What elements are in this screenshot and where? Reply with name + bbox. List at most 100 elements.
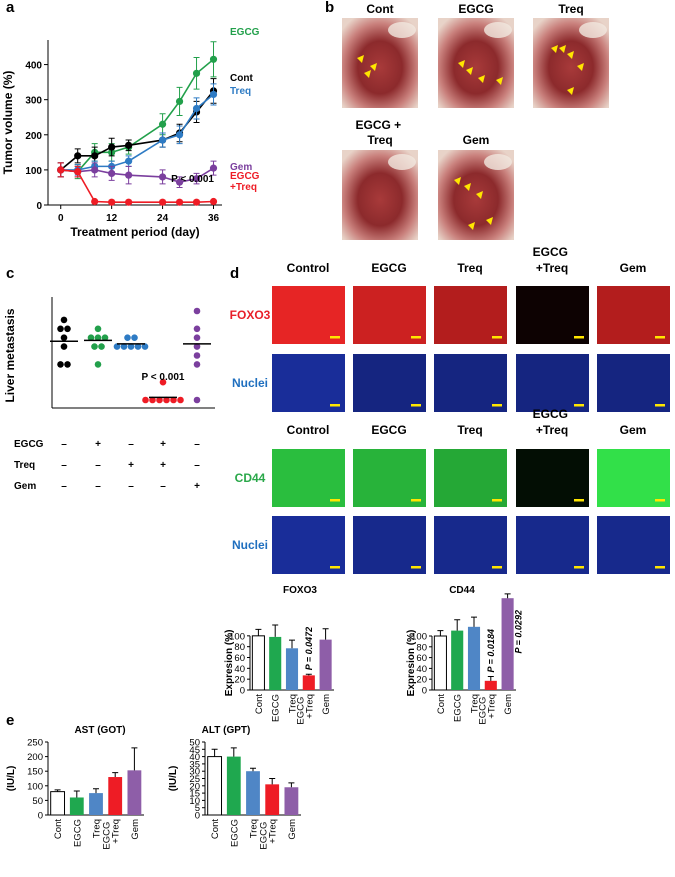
bar — [69, 797, 84, 815]
arrowhead — [559, 45, 566, 53]
data-point — [131, 334, 138, 342]
micrograph-signal — [434, 286, 507, 344]
scale-bar — [492, 566, 502, 569]
micrograph-signal — [272, 286, 345, 344]
data-point — [159, 378, 167, 386]
treatment-label: EGCG — [14, 439, 44, 450]
x-tick-label: EGCG +Treq — [477, 694, 497, 725]
column-label: Treq — [457, 423, 482, 437]
micrograph-signal — [353, 286, 426, 344]
bar — [265, 784, 280, 815]
bar — [127, 770, 142, 815]
error-bar — [230, 747, 237, 757]
arrowhead — [567, 87, 574, 95]
data-point — [94, 361, 102, 368]
micrograph-signal — [516, 516, 589, 574]
panel-letter: d — [230, 265, 239, 282]
series-line — [60, 58, 215, 173]
treatment-sign: + — [95, 439, 101, 450]
data-point — [64, 325, 71, 333]
data-point — [192, 198, 201, 206]
chart-title: AST (GOT) — [74, 725, 125, 736]
data-point — [87, 334, 95, 342]
y-tick-label: 20 — [416, 675, 427, 686]
data-point — [175, 198, 184, 206]
series-label: Treq — [230, 86, 251, 97]
y-axis-label: (IU/L) — [168, 766, 179, 792]
x-tick-label: 12 — [106, 213, 118, 224]
scale-bar — [574, 566, 584, 569]
arrowhead — [496, 77, 503, 85]
arrowhead — [551, 45, 558, 53]
error-bar — [454, 619, 461, 631]
y-tick-label: 20 — [234, 675, 245, 686]
column-label: Control — [287, 261, 330, 275]
x-tick-label: EGCG — [72, 819, 83, 847]
x-tick-label: Treq — [249, 819, 260, 838]
arrowhead — [476, 191, 483, 199]
scale-bar — [492, 404, 502, 407]
y-tick-label: 10 — [189, 796, 200, 807]
row-label: FOXO3 — [230, 308, 271, 322]
bar — [501, 598, 514, 690]
treatment-label: Treq — [14, 460, 35, 471]
x-tick-label: Cont — [210, 819, 221, 839]
error-bar — [487, 676, 494, 681]
bar — [108, 777, 123, 815]
data-point — [108, 198, 116, 206]
y-tick-label: 60 — [234, 653, 245, 664]
bar — [451, 630, 464, 690]
error-bar — [73, 790, 80, 798]
y-tick-label: 100 — [229, 631, 245, 642]
x-tick-label: EGCG — [453, 694, 464, 722]
x-tick-label: Gem — [503, 694, 514, 715]
error-bar — [288, 782, 295, 788]
data-point — [175, 178, 184, 186]
treatment-sign: – — [194, 439, 200, 450]
series-label: EGCG — [230, 27, 260, 38]
column-label: EGCG — [371, 261, 406, 275]
series-line — [60, 90, 215, 171]
y-axis-label: (IU/L) — [6, 766, 17, 792]
y-axis-label: Liver metastasis — [3, 308, 17, 402]
data-point — [149, 396, 156, 404]
treatment-sign: – — [160, 481, 166, 492]
error-bar — [255, 628, 262, 636]
data-point — [91, 166, 99, 174]
column-label: Gem — [620, 261, 647, 275]
x-tick-label: Cont — [53, 819, 64, 839]
data-point — [125, 171, 133, 179]
data-point — [74, 152, 82, 160]
data-point — [209, 90, 218, 99]
micrograph-signal — [516, 354, 589, 412]
data-point — [108, 169, 116, 178]
scale-bar — [411, 404, 421, 407]
error-bar — [93, 788, 99, 794]
y-axis-label: Expresion (%) — [224, 630, 235, 697]
photo-label: Cont — [366, 2, 393, 16]
photo-highlight — [484, 154, 512, 170]
error-bar — [437, 630, 444, 636]
photo-label: Treq — [558, 2, 583, 16]
photo-highlight — [484, 22, 512, 38]
data-point — [60, 334, 68, 342]
y-tick-label: 40 — [234, 664, 245, 675]
y-axis-label: Expresion (%) — [406, 630, 417, 697]
y-tick-label: 30 — [189, 767, 200, 778]
data-point — [91, 152, 99, 160]
data-point — [60, 316, 68, 324]
treatment-sign: + — [194, 481, 200, 492]
scale-bar — [574, 499, 584, 502]
error-bar — [131, 747, 138, 771]
data-point — [193, 396, 201, 404]
scale-bar — [330, 566, 340, 569]
data-point — [193, 307, 201, 315]
arrowhead — [577, 63, 584, 71]
data-point — [57, 166, 65, 174]
arrowhead — [478, 75, 485, 83]
chart-title: ALT (GPT) — [202, 725, 251, 736]
error-bar — [305, 673, 312, 676]
data-point — [209, 55, 218, 63]
error-bar — [471, 616, 477, 627]
